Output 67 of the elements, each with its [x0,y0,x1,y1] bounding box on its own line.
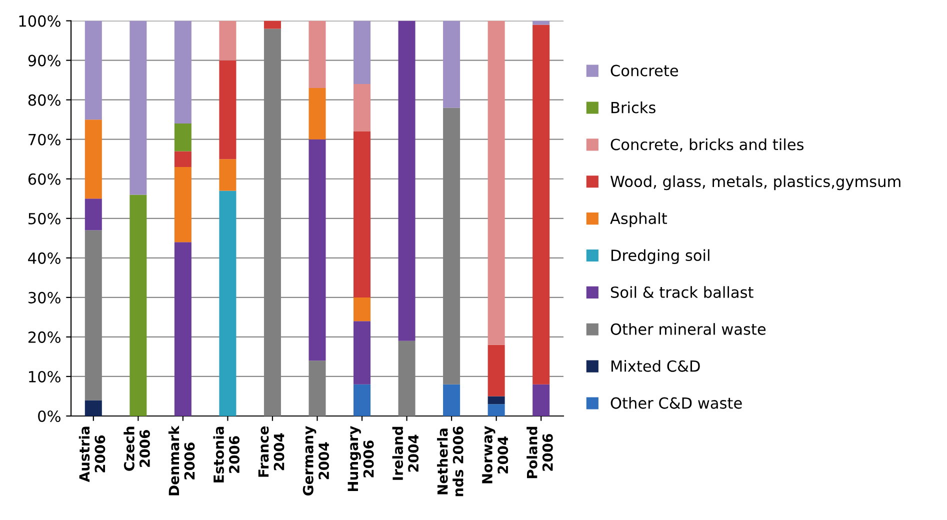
bar [443,20,460,108]
bar [354,20,371,84]
legend-label: Other mineral waste [610,323,766,335]
y-tick-label: 100% [19,15,60,27]
bar [443,384,460,416]
y-tick-label: 70% [28,134,60,146]
legend-label: Other C&D waste [610,396,742,409]
x-tick-label: Czech 2006 [124,426,150,471]
bar [354,297,371,322]
x-tick-label: Norway 2004 [482,426,508,484]
bar [84,198,102,230]
bar [488,344,505,396]
bar [308,88,326,140]
x-tick-label: Netherla nds 2006 [437,426,464,496]
bar [308,20,326,88]
bar [398,20,416,341]
bar [84,400,102,416]
x-tick-label: France 2004 [258,426,284,477]
legend-label: Asphalt [610,212,668,228]
x-tick-label: Poland 2006 [526,426,553,478]
bar [532,384,550,416]
legend-label: Bricks [611,101,656,114]
legend-label: Concrete, bricks and tiles [610,138,804,152]
y-tick-label: 40% [28,252,60,264]
legend-label: Dredging soil [611,249,710,264]
y-tick-label: 0% [38,410,60,422]
bar [488,404,505,416]
x-tick-label: Ireland 2004 [392,426,419,480]
bar [219,190,236,416]
legend-label: Soil & track ballast [610,286,754,298]
bar [130,20,147,195]
x-tick-label: Hungary 2006 [348,426,374,492]
y-tick-label: 30% [28,292,60,304]
bar [174,124,192,152]
legend-label: Wood, glass, metals, plastics,gymsum [610,175,900,190]
bar [488,396,505,404]
bar [174,167,192,242]
x-tick-label: Germany 2004 [302,426,330,496]
legend-label: Concrete [610,64,678,76]
bar [219,20,236,60]
bar [130,194,147,416]
bar [354,321,371,384]
bar [532,24,550,384]
bar [84,120,102,199]
bar [174,151,192,168]
y-tick-label: 60% [28,173,60,185]
bar [354,131,371,298]
bar [219,159,236,191]
y-tick-label: 80% [28,94,60,106]
bar [354,384,371,416]
bar [219,60,236,160]
bar [174,242,192,416]
bar [488,20,505,345]
y-tick-label: 50% [28,212,60,224]
legend-label: Mixted C&D [611,360,700,372]
bar [532,20,550,25]
bar [354,84,371,132]
x-tick-label: Denmark 2006 [168,425,195,496]
bar [174,20,192,124]
x-tick-label: Austria 2006 [78,426,106,482]
bar [308,139,326,361]
bar [264,20,281,29]
y-tick-label: 20% [28,331,60,343]
bar [84,20,102,120]
y-tick-label: 10% [29,370,60,382]
x-tick-label: Estonia 2006 [213,426,240,482]
y-tick-label: 90% [28,54,60,66]
